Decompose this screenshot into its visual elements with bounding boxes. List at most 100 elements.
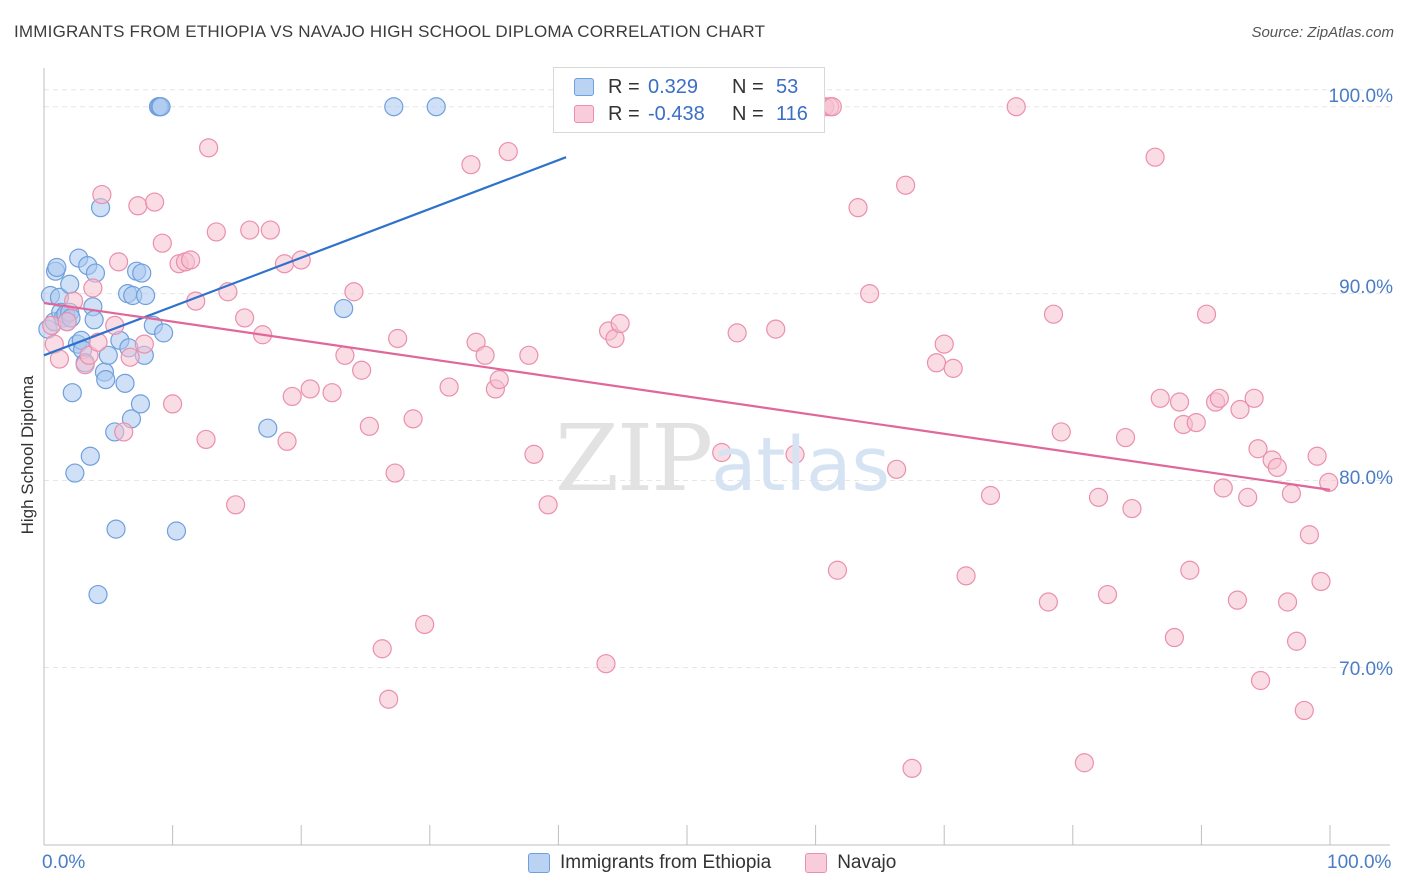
data-point bbox=[1227, 590, 1248, 610]
data-point bbox=[1248, 439, 1268, 459]
data-point bbox=[785, 444, 805, 464]
data-point bbox=[1267, 457, 1287, 478]
data-point bbox=[96, 370, 116, 390]
data-point bbox=[108, 252, 129, 272]
legend-swatch-navajo bbox=[805, 853, 828, 873]
data-point bbox=[344, 282, 364, 302]
data-point bbox=[439, 377, 459, 397]
data-point bbox=[538, 495, 558, 515]
legend-swatch-ethiopia bbox=[528, 853, 550, 873]
x-tick-label-max: 100.0% bbox=[1327, 852, 1392, 873]
data-point bbox=[359, 416, 379, 436]
data-point bbox=[163, 394, 183, 414]
series-navajo bbox=[42, 97, 1339, 778]
data-point bbox=[199, 138, 219, 158]
data-point bbox=[130, 394, 151, 414]
data-point bbox=[372, 639, 392, 659]
legend-swatch-navajo bbox=[574, 105, 594, 123]
data-point bbox=[322, 383, 342, 403]
data-point bbox=[144, 192, 165, 212]
legend-item-navajo[interactable]: Navajo bbox=[805, 852, 896, 874]
data-point bbox=[282, 386, 302, 407]
data-point bbox=[1145, 147, 1165, 167]
data-point bbox=[388, 328, 408, 349]
data-point bbox=[860, 284, 880, 304]
data-point bbox=[524, 444, 544, 464]
legend-row-ethiopia: R = 0.329 N = 53 bbox=[574, 74, 798, 100]
data-point bbox=[827, 560, 848, 580]
data-point bbox=[596, 654, 616, 674]
data-point bbox=[300, 379, 320, 399]
data-point bbox=[235, 308, 255, 328]
data-point bbox=[461, 155, 481, 175]
data-point bbox=[196, 429, 216, 450]
data-point bbox=[475, 345, 495, 365]
data-point bbox=[226, 495, 246, 515]
axes bbox=[43, 68, 1390, 846]
data-point bbox=[1164, 627, 1184, 648]
data-point bbox=[57, 312, 77, 332]
data-point bbox=[384, 97, 404, 117]
data-point bbox=[98, 345, 118, 365]
data-point bbox=[120, 347, 140, 367]
data-point bbox=[258, 418, 278, 438]
data-point bbox=[385, 463, 405, 483]
data-point bbox=[134, 334, 154, 354]
legend-n-label: N = bbox=[732, 75, 764, 98]
y-axis-label: High School Diploma bbox=[18, 375, 37, 535]
legend-item-ethiopia[interactable]: Immigrants from Ethiopia bbox=[528, 852, 771, 874]
data-point bbox=[352, 360, 372, 380]
data-point bbox=[335, 345, 355, 365]
data-point bbox=[92, 184, 112, 205]
data-point bbox=[277, 431, 297, 451]
data-point bbox=[1150, 388, 1170, 408]
data-point bbox=[1043, 304, 1064, 324]
data-point bbox=[1038, 592, 1058, 612]
data-point bbox=[80, 446, 100, 466]
data-point bbox=[1286, 631, 1307, 651]
data-point bbox=[848, 198, 868, 218]
data-point bbox=[153, 323, 174, 343]
chart-title: IMMIGRANTS FROM ETHIOPIA VS NAVAJO HIGH … bbox=[14, 22, 766, 41]
data-point bbox=[1277, 592, 1298, 612]
y-tick-label-100: 100.0% bbox=[1328, 86, 1393, 107]
data-point bbox=[934, 334, 954, 354]
data-point bbox=[1186, 412, 1206, 433]
data-point bbox=[1074, 753, 1094, 773]
data-point bbox=[1180, 560, 1200, 580]
series-legend: Immigrants from Ethiopia Navajo bbox=[528, 852, 930, 874]
data-point bbox=[60, 274, 80, 294]
trendlines bbox=[43, 156, 1331, 491]
data-point bbox=[47, 257, 67, 278]
data-point bbox=[1213, 478, 1233, 498]
data-point bbox=[181, 250, 201, 270]
data-point bbox=[62, 383, 82, 403]
watermark: ZIPatlas bbox=[555, 405, 890, 512]
data-point bbox=[712, 442, 732, 463]
legend-n-label: N = bbox=[732, 102, 764, 125]
data-point bbox=[727, 323, 747, 343]
correlation-legend: R = 0.329 N = 53 R = -0.438 N = 116 bbox=[553, 67, 825, 133]
data-point bbox=[498, 141, 518, 162]
data-point bbox=[1209, 388, 1230, 408]
data-point bbox=[426, 97, 446, 117]
legend-r-value-ethiopia: 0.329 bbox=[648, 75, 699, 98]
data-point bbox=[1299, 525, 1320, 545]
data-point bbox=[766, 319, 786, 339]
data-point bbox=[943, 358, 963, 378]
chart-source: Source: ZipAtlas.com bbox=[1251, 24, 1394, 41]
data-point bbox=[822, 97, 842, 117]
data-point bbox=[79, 345, 99, 365]
data-point bbox=[206, 222, 226, 242]
data-point bbox=[403, 409, 423, 429]
data-point bbox=[415, 614, 435, 635]
data-point bbox=[128, 196, 148, 216]
legend-row-navajo: R = -0.438 N = 116 bbox=[574, 101, 808, 127]
data-point bbox=[1319, 472, 1339, 493]
data-point bbox=[132, 263, 152, 283]
data-point bbox=[1097, 584, 1118, 605]
data-point bbox=[1244, 388, 1264, 408]
data-point bbox=[1006, 97, 1026, 117]
data-point bbox=[1281, 484, 1302, 504]
